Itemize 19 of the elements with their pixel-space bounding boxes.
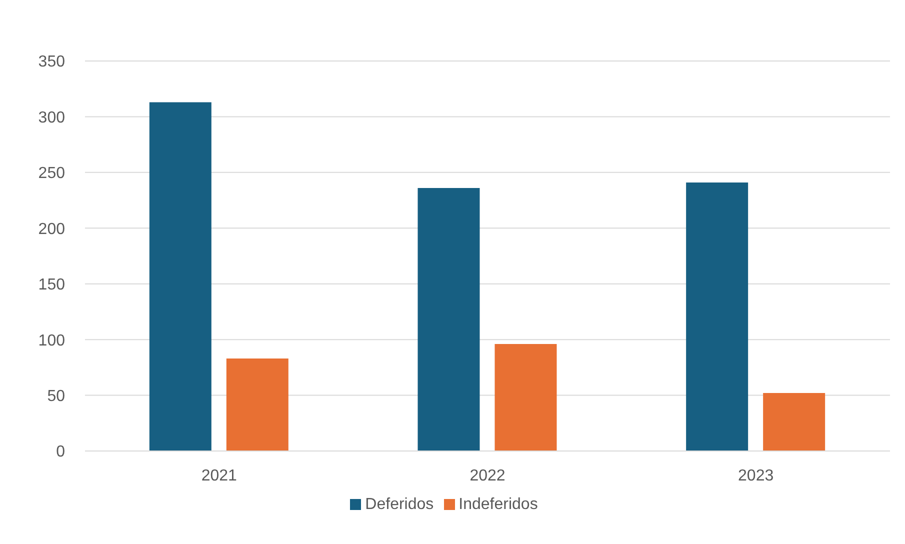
- y-tick-label: 250: [38, 165, 66, 182]
- y-tick-label: 300: [38, 109, 66, 126]
- bar: [226, 358, 288, 451]
- bar: [494, 344, 557, 451]
- x-tick-label: 2021: [201, 467, 238, 484]
- bar: [763, 393, 826, 451]
- bar: [149, 102, 212, 451]
- y-tick-label: 0: [56, 444, 66, 461]
- legend-label: Deferidos: [365, 496, 434, 513]
- bar: [418, 188, 480, 451]
- x-tick-label: 2023: [738, 467, 774, 484]
- y-tick-label: 350: [38, 54, 66, 71]
- legend-label: Indeferidos: [458, 496, 538, 513]
- y-tick-label: 100: [38, 332, 66, 350]
- bar: [686, 182, 748, 451]
- y-tick-label: 150: [38, 276, 66, 294]
- y-tick-label: 200: [38, 220, 66, 238]
- x-tick-label: 2022: [470, 467, 506, 484]
- y-tick-label: 50: [47, 388, 66, 405]
